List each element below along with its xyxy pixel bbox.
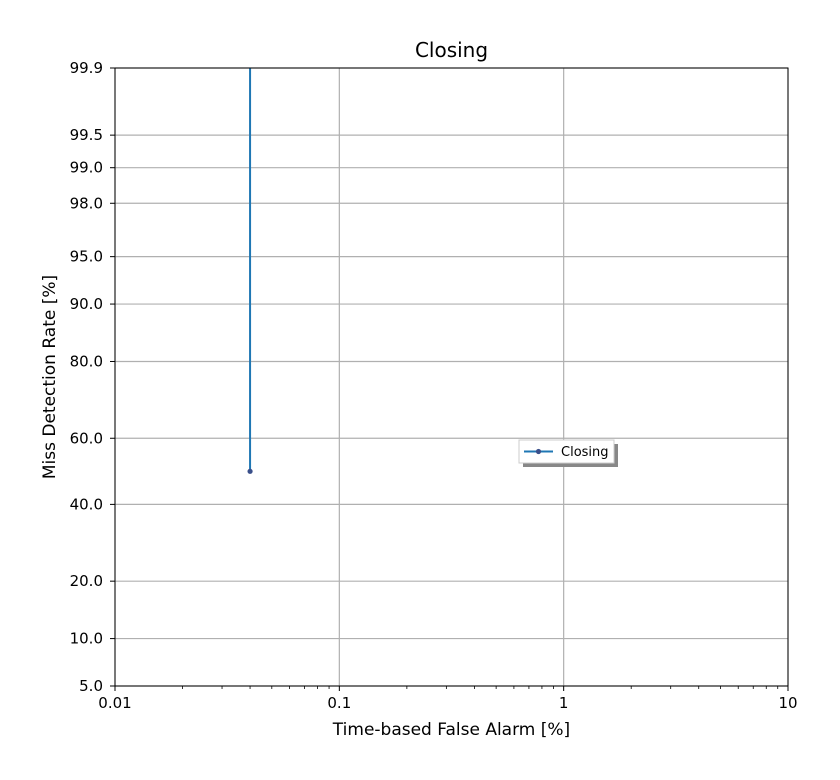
x-tick-label: 10 — [778, 694, 797, 712]
data-series — [247, 68, 253, 474]
x-axis-label: Time-based False Alarm [%] — [332, 720, 570, 740]
y-tick-label: 99.5 — [70, 126, 103, 144]
y-tick-label: 20.0 — [70, 572, 103, 590]
axis-ticks: 0.01 0.1 1 10 5.0 10.0 20.0 40.0 60.0 80.0 90.0 95.… — [70, 59, 798, 712]
legend: Closing — [518, 439, 618, 467]
chart-title: Closing — [415, 38, 488, 62]
legend-marker — [535, 448, 542, 455]
y-tick-label: 99.9 — [70, 59, 103, 77]
x-tick-label: 0.01 — [98, 694, 131, 712]
legend-box — [518, 439, 615, 464]
x-tick-label: 0.1 — [327, 694, 351, 712]
data-point — [247, 468, 253, 474]
legend-label: Closing — [561, 445, 609, 460]
grid-lines — [114, 67, 789, 687]
y-tick-label: 95.0 — [70, 248, 103, 266]
y-tick-label: 10.0 — [70, 630, 103, 648]
y-tick-label: 98.0 — [70, 194, 103, 212]
y-tick-label: 80.0 — [70, 352, 103, 370]
y-tick-label: 60.0 — [70, 429, 103, 447]
plot-frame — [114, 67, 789, 687]
x-tick-label: 1 — [559, 694, 569, 712]
y-axis-label: Miss Detection Rate [%] — [40, 275, 60, 479]
y-tick-label: 40.0 — [70, 495, 103, 513]
y-tick-label: 99.0 — [70, 159, 103, 177]
y-tick-label: 5.0 — [79, 677, 103, 695]
y-tick-label: 90.0 — [70, 295, 103, 313]
